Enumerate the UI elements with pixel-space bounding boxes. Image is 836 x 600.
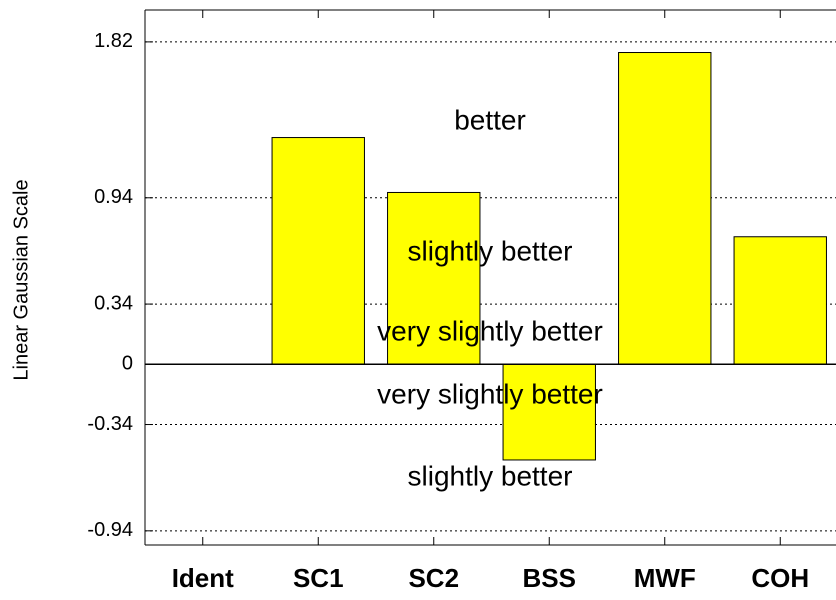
y-tick-label: -0.34 [87, 413, 133, 435]
annotation: slightly better [408, 235, 573, 266]
x-tick-label: BSS [523, 563, 576, 593]
annotation: very slightly better [377, 315, 603, 346]
y-tick-label: 0 [122, 353, 133, 375]
x-tick-label: Ident [172, 563, 234, 593]
bar [733, 236, 827, 365]
x-tick-label: SC1 [293, 563, 344, 593]
y-axis-label: Linear Gaussian Scale [10, 179, 32, 380]
bar [502, 363, 596, 461]
annotation: very slightly better [377, 378, 603, 409]
x-tick-label: MWF [634, 563, 696, 593]
x-tick-label: SC2 [408, 563, 459, 593]
y-tick-label: -0.94 [87, 519, 133, 541]
annotation: better [454, 104, 526, 135]
bar [387, 191, 481, 365]
y-tick-label: 0.94 [94, 186, 133, 208]
annotation: slightly better [408, 460, 573, 491]
x-tick-label: COH [751, 563, 809, 593]
bar [618, 52, 712, 365]
y-tick-label: 1.82 [94, 30, 133, 52]
bar [271, 137, 365, 365]
y-tick-label: 0.34 [94, 292, 133, 314]
